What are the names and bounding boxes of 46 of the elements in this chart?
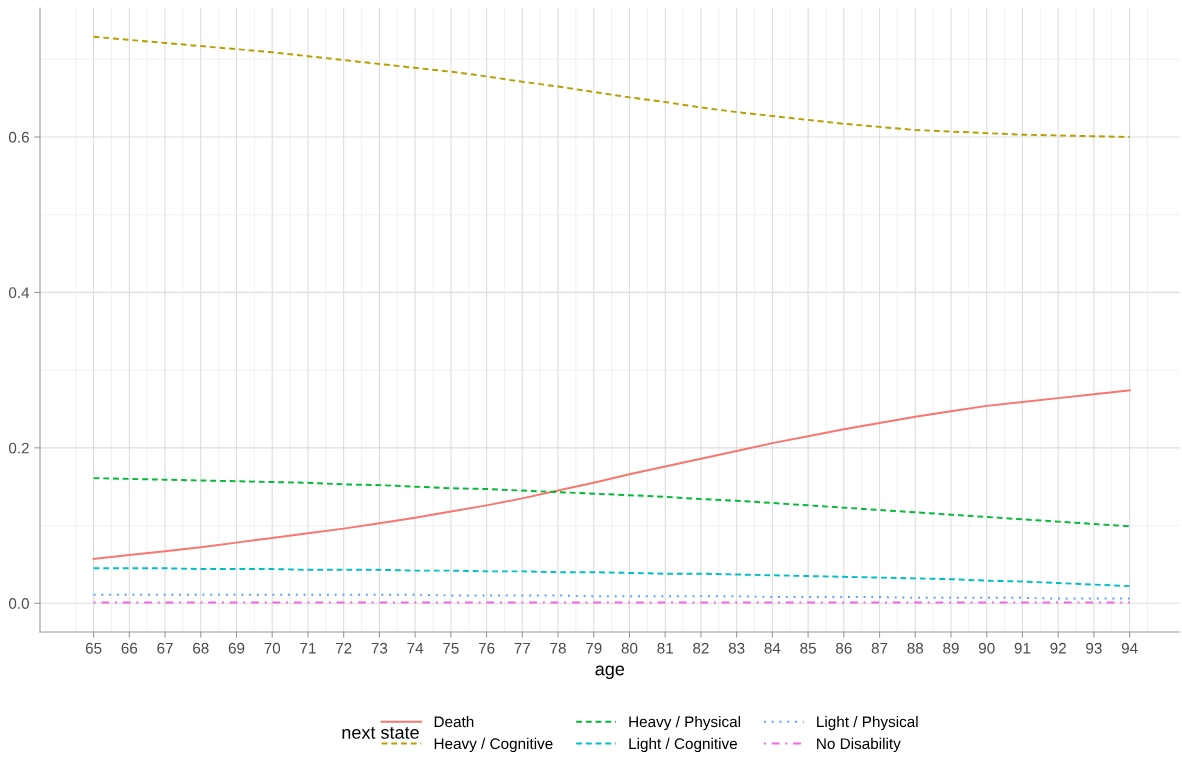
- legend-label: Light / Cognitive: [629, 737, 737, 753]
- x-tick-label: 88: [907, 642, 924, 654]
- x-tick-label: 81: [657, 642, 673, 654]
- x-tick-label: 82: [693, 642, 709, 654]
- legend-label: Death: [434, 715, 474, 728]
- x-tick-label: 72: [335, 642, 352, 654]
- x-tick-label: 92: [1050, 642, 1066, 654]
- x-tick-label: 94: [1121, 642, 1138, 654]
- legend-label: Heavy / Cognitive: [434, 737, 553, 753]
- line-series: [92, 567, 1131, 588]
- x-tick-label: 91: [1014, 642, 1031, 654]
- legend-title: next state: [342, 726, 419, 739]
- x-tick-label: 87: [871, 642, 888, 654]
- x-tick-label: 75: [443, 642, 459, 654]
- x-tick-label: 65: [85, 642, 102, 654]
- line-series: [92, 35, 1131, 138]
- x-tick-label: 77: [514, 642, 531, 654]
- x-tick-label: 84: [764, 642, 781, 654]
- x-tick-label: 66: [121, 642, 138, 654]
- x-tick-label: 93: [1086, 642, 1102, 654]
- legend-label: Light / Physical: [817, 715, 918, 731]
- x-tick-label: 76: [478, 642, 495, 654]
- y-tick-label: 0.0: [8, 598, 29, 609]
- x-tick-label: 70: [264, 642, 281, 654]
- x-tick-label: 83: [728, 642, 745, 654]
- y-tick-label: 0.6: [8, 131, 29, 143]
- line-series: [92, 389, 1131, 560]
- x-tick-label: 86: [835, 642, 852, 654]
- x-tick-label: 68: [193, 642, 209, 654]
- x-tick-label: 69: [228, 642, 245, 654]
- legend-label: No Disability: [817, 737, 901, 753]
- y-tick-label: 0.2: [8, 442, 29, 454]
- x-tick-label: 85: [800, 642, 816, 654]
- line-series: [92, 477, 1131, 528]
- x-tick-label: 73: [371, 642, 388, 654]
- y-tick-label: 0.4: [8, 287, 30, 299]
- x-tick-label: 71: [300, 642, 316, 654]
- x-tick-label: 67: [157, 642, 173, 654]
- x-axis-title: age: [595, 665, 625, 680]
- x-tick-label: 79: [586, 642, 602, 654]
- x-tick-label: 74: [407, 642, 424, 654]
- x-tick-label: 90: [978, 642, 995, 654]
- x-tick-label: 78: [550, 642, 566, 654]
- x-tick-label: 89: [943, 642, 959, 654]
- x-tick-label: 80: [621, 642, 638, 654]
- legend-label: Heavy / Physical: [629, 715, 740, 731]
